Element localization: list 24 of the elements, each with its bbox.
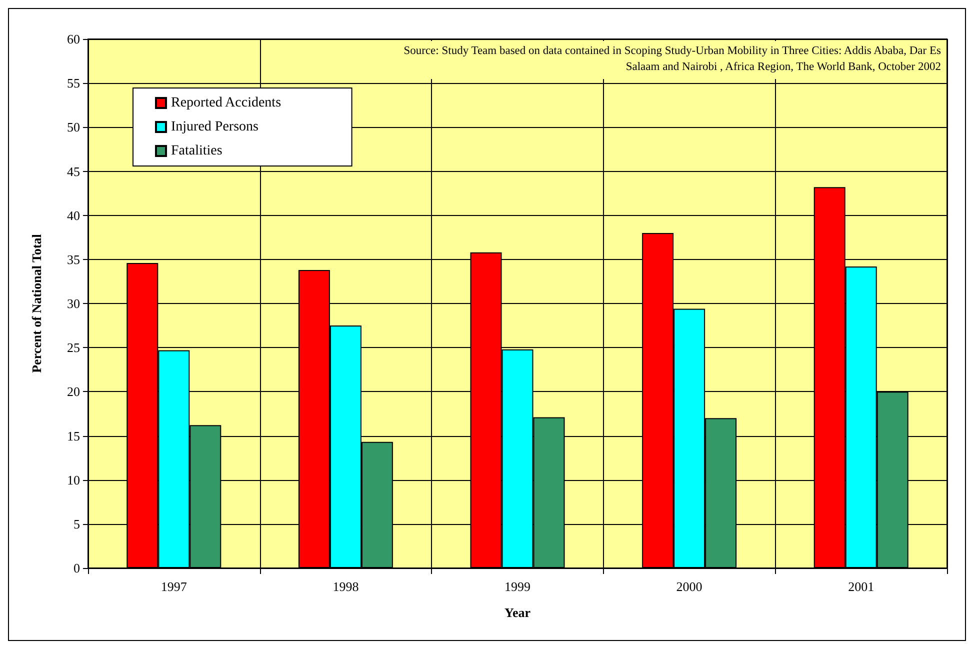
x-tick-label: 1998	[332, 579, 359, 594]
legend-label: Fatalities	[171, 144, 222, 158]
x-tick-label: 2001	[848, 579, 874, 594]
x-tick-label: 1997	[160, 579, 188, 594]
annotation: Source: Study Team based on data contained in Scoping Study-Urban Mobility in Three Cities: Addis Ababa, Dar Es Salaam and Nairobi , Africa Region, The World Bank, October 2002	[380, 41, 945, 79]
x-tick-label: 2000	[676, 579, 702, 594]
y-tick-label: 10	[67, 472, 80, 488]
y-tick-label: 15	[67, 428, 80, 444]
legend-label: Injured Persons	[171, 120, 258, 134]
legend-label: Reported Accidents	[171, 96, 282, 110]
y-tick-label: 45	[67, 164, 80, 179]
y-tick-label: 55	[67, 76, 80, 91]
y-tick-label: 50	[67, 120, 80, 135]
y-tick-label: 20	[67, 384, 80, 400]
y-axis-title: Percent of National Total	[29, 234, 44, 373]
x-tick-label: 1999	[504, 579, 530, 594]
y-tick-label: 0	[74, 560, 80, 576]
y-tick-label: 60	[67, 32, 80, 46]
y-tick-label: 25	[67, 340, 80, 356]
y-tick-label: 30	[67, 296, 80, 311]
y-tick-label: 40	[67, 208, 80, 223]
y-tick-label: 5	[74, 516, 80, 532]
y-tick-label: 35	[67, 252, 80, 267]
x-axis-title: Year	[504, 605, 531, 620]
